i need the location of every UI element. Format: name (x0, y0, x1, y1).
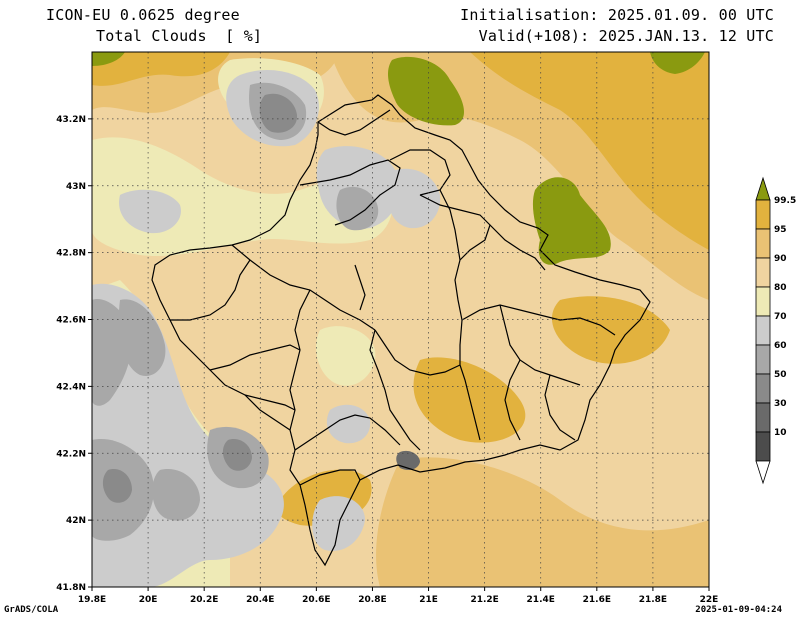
software-credit: GrADS/COLA (4, 605, 59, 615)
longitude-axis: 19.8E 20E 20.2E 20.4E 20.6E 20.8E 21E 21.2E 21.4… (78, 587, 719, 605)
y-tick-label: 42.8N (56, 249, 86, 259)
y-tick-label: 41.8N (56, 583, 86, 593)
colorbar-segment (755, 199, 771, 230)
x-tick-label: 21E (419, 595, 438, 605)
colorbar-label: 80 (774, 283, 787, 293)
colorbar-segment (755, 431, 771, 462)
initialisation-time: Initialisation: 2025.01.09. 00 UTC (460, 6, 774, 24)
colorbar-segment (755, 344, 771, 375)
region-borders (151, 94, 651, 567)
x-tick-label: 21.6E (583, 595, 611, 605)
latitude-axis: 41.8N 42N 42.2N 42.4N 42.6N 42.8N 43N 43.2N (56, 115, 92, 593)
colorbar-segment (755, 257, 771, 288)
colorbar-segment (755, 315, 771, 346)
y-tick-label: 42.4N (56, 382, 86, 392)
render-timestamp: 2025-01-09-04:24 (695, 605, 782, 615)
x-tick-label: 21.4E (527, 595, 555, 605)
colorbar-segment (755, 286, 771, 317)
colorbar-label: 50 (774, 370, 787, 380)
y-tick-label: 42.6N (56, 316, 86, 326)
colorbar-segment (755, 373, 771, 404)
colorbar-segment (755, 402, 771, 433)
colorbar-label: 90 (774, 254, 787, 264)
x-tick-label: 21.8E (639, 595, 667, 605)
x-tick-label: 20.8E (358, 595, 386, 605)
colorbar-top-arrow (755, 176, 771, 201)
y-tick-label: 42.2N (56, 449, 86, 459)
colorbar-label: 30 (774, 399, 787, 409)
colorbar: 99.5 95 90 80 70 60 50 30 10 (755, 176, 796, 485)
y-tick-label: 43.2N (56, 115, 86, 125)
lat-lon-grid (92, 52, 709, 587)
colorbar-label: 10 (774, 428, 787, 438)
x-tick-label: 20.2E (190, 595, 218, 605)
x-tick-label: 22E (700, 595, 719, 605)
x-tick-label: 20.4E (246, 595, 274, 605)
model-title: ICON-EU 0.0625 degree (46, 6, 240, 24)
y-tick-label: 42N (66, 516, 86, 526)
colorbar-label: 99.5 (774, 196, 796, 206)
colorbar-segment (755, 228, 771, 259)
colorbar-bottom-arrow (755, 460, 771, 485)
x-tick-label: 20E (139, 595, 158, 605)
colorbar-label: 60 (774, 341, 787, 351)
x-tick-label: 20.6E (302, 595, 330, 605)
variable-title: Total Clouds [ %] (96, 27, 263, 45)
y-tick-label: 43N (66, 182, 86, 192)
x-tick-label: 21.2E (470, 595, 498, 605)
x-tick-label: 19.8E (78, 595, 106, 605)
colorbar-label: 70 (774, 312, 787, 322)
valid-time: Valid(+108): 2025.JAN.13. 12 UTC (478, 27, 774, 45)
cloud-field (92, 52, 709, 587)
colorbar-label: 95 (774, 225, 787, 235)
